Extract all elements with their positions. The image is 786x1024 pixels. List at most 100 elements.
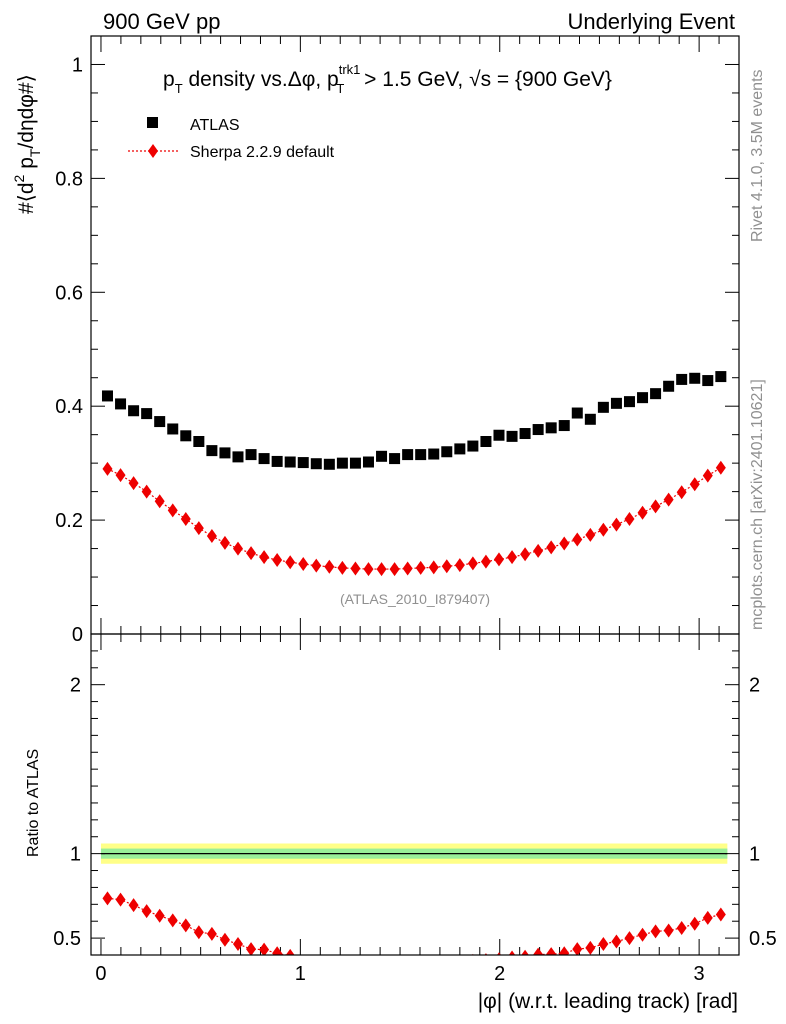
ratio-sherpa-point <box>102 891 113 906</box>
atlas-point <box>480 436 492 448</box>
sherpa-point <box>115 468 126 483</box>
atlas-point <box>167 423 179 435</box>
sherpa-point <box>533 543 544 558</box>
ratio-sherpa-point <box>521 949 529 955</box>
ratio-sherpa-point <box>350 957 360 971</box>
rivet-label: Rivet 4.1.0, 3.5M events <box>749 69 766 242</box>
atlas-point <box>180 430 192 442</box>
ratio-sherpa-point <box>637 927 648 942</box>
header-right: Underlying Event <box>567 9 735 34</box>
atlas-point <box>650 388 662 400</box>
ratio-sherpa-point <box>572 942 583 955</box>
legend: ATLAS Sherpa 2.2.9 default <box>128 117 335 161</box>
sherpa-point <box>363 562 374 577</box>
sherpa-point <box>219 535 230 550</box>
main-plot-panel: 0 0.2 0.4 0.6 0.8 1 <box>55 35 740 646</box>
sherpa-point <box>611 517 622 532</box>
ratio-sherpa-point <box>533 947 544 955</box>
atlas-point <box>232 451 244 463</box>
sherpa-point <box>311 558 322 573</box>
ratio-sherpa-point <box>128 898 139 913</box>
sherpa-point <box>232 541 243 556</box>
legend-label-sherpa: Sherpa 2.2.9 default <box>190 144 335 161</box>
sherpa-point <box>415 560 426 575</box>
sherpa-point <box>324 559 335 574</box>
ratio-sherpa-point <box>337 956 347 970</box>
sherpa-point <box>702 468 713 483</box>
ratio-plot-frame <box>90 633 740 956</box>
sherpa-point <box>141 484 152 499</box>
ratio-sherpa-point <box>416 958 426 972</box>
ratio-y-tick-label: 1 <box>70 844 81 866</box>
legend-marker-atlas <box>147 117 158 128</box>
atlas-point <box>519 428 531 440</box>
ratio-sherpa-point <box>472 953 474 955</box>
sherpa-point <box>715 460 726 475</box>
atlas-point <box>610 397 622 409</box>
x-tick-label: 3 <box>694 963 705 985</box>
atlas-point <box>532 424 544 436</box>
sherpa-point <box>154 494 165 509</box>
main-y-tick-label: 0 <box>72 624 83 646</box>
ratio-y-tick-label: 2 <box>70 675 81 697</box>
ratio-sherpa-point <box>429 957 439 971</box>
mcplots-label: mcplots.cern.ch [arXiv:2401.10621] <box>749 379 766 630</box>
main-y-tick-label: 1 <box>72 54 83 76</box>
atlas-point <box>323 458 335 470</box>
sherpa-point <box>441 559 452 574</box>
analysis-watermark: (ATLAS_2010_I879407) <box>340 591 490 607</box>
ratio-sherpa-point <box>141 904 152 919</box>
legend-label-atlas: ATLAS <box>190 117 240 134</box>
ratio-sherpa-point <box>272 946 283 955</box>
ratio-y-axis-label: Ratio to ATLAS <box>25 749 42 857</box>
atlas-point <box>454 443 466 455</box>
atlas-point <box>623 396 635 408</box>
main-y-tick-label: 0.2 <box>55 510 83 532</box>
ratio-y-tick-label-right: 2 <box>749 675 760 697</box>
x-tick-label: 1 <box>295 963 306 985</box>
sherpa-point <box>180 511 191 526</box>
atlas-point <box>715 371 727 383</box>
ratio-sherpa-point <box>403 959 413 973</box>
atlas-point <box>245 449 257 461</box>
ratio-sherpa-point <box>585 940 596 955</box>
ratio-sherpa-point <box>598 937 609 952</box>
ratio-sherpa-point <box>442 956 452 970</box>
atlas-point <box>689 372 701 384</box>
atlas-point <box>389 453 401 465</box>
main-data-layer <box>101 371 727 577</box>
sherpa-point <box>572 532 583 547</box>
sherpa-point <box>598 522 609 537</box>
atlas-point <box>297 457 309 469</box>
ratio-sherpa-point <box>459 954 461 955</box>
ratio-sherpa-point <box>508 950 516 955</box>
atlas-point <box>493 429 505 441</box>
atlas-point <box>128 405 140 417</box>
ratio-sherpa-point <box>115 892 126 907</box>
sherpa-point <box>585 527 596 542</box>
sherpa-point <box>167 503 178 518</box>
ratio-sherpa-point <box>316 954 317 955</box>
sherpa-point <box>285 555 296 570</box>
atlas-point <box>376 450 388 462</box>
sherpa-point <box>637 505 648 520</box>
atlas-point <box>428 448 440 460</box>
ratio-sherpa-point <box>206 926 217 941</box>
sherpa-point <box>663 492 674 507</box>
atlas-point <box>362 456 374 468</box>
atlas-point <box>702 375 714 387</box>
atlas-point <box>336 457 348 469</box>
ratio-sherpa-point <box>363 959 373 973</box>
main-y-tick-label: 0.6 <box>55 282 83 304</box>
ratio-sherpa-point <box>180 918 191 933</box>
main-y-tick-label: 0.8 <box>55 168 83 190</box>
ratio-y-tick-label-right: 1 <box>749 844 760 866</box>
atlas-point <box>258 453 270 465</box>
sherpa-point <box>376 562 387 577</box>
main-y-tick-label: 0.4 <box>55 396 83 418</box>
sherpa-point <box>546 540 557 555</box>
main-axis-ticks: 0 0.2 0.4 0.6 0.8 1 <box>55 36 739 646</box>
atlas-point <box>637 392 649 404</box>
ratio-sherpa-point <box>650 924 661 939</box>
atlas-point <box>558 420 570 432</box>
